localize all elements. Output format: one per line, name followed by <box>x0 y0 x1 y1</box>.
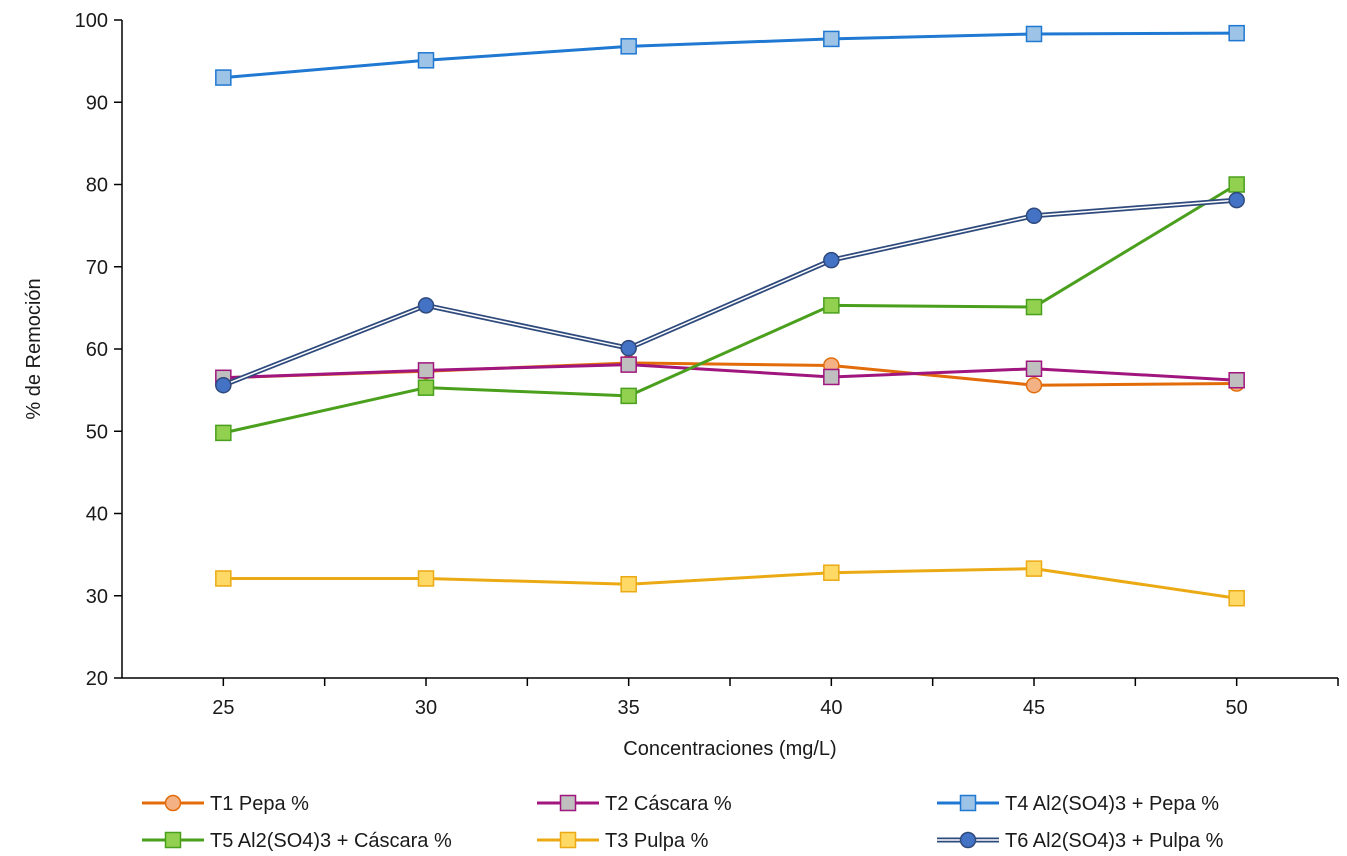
legend-swatch-marker <box>559 794 577 812</box>
data-point <box>1025 25 1043 43</box>
x-tick-label: 30 <box>415 697 437 719</box>
data-point <box>215 570 232 587</box>
y-tick-label: 20 <box>86 668 108 690</box>
data-point <box>620 356 637 373</box>
data-point <box>823 297 840 314</box>
data-point <box>1025 360 1043 377</box>
y-tick-label: 100 <box>75 10 108 32</box>
data-point <box>1228 176 1245 193</box>
y-tick-label: 90 <box>86 92 108 114</box>
data-point <box>1025 376 1043 394</box>
data-point <box>823 368 840 386</box>
series-2 <box>215 356 1245 389</box>
data-point <box>417 379 435 396</box>
data-point <box>417 297 435 314</box>
data-point <box>215 69 232 86</box>
data-point <box>1228 24 1245 42</box>
series-line <box>223 183 1238 435</box>
x-axis-ticks: 25 30 35 40 45 50 <box>212 678 1339 719</box>
series-line-inner <box>223 199 1237 386</box>
data-point <box>215 376 232 394</box>
series-line <box>223 31 1237 80</box>
y-tick-label: 40 <box>86 504 108 526</box>
series-5 <box>215 560 1245 607</box>
x-tick-label: 40 <box>820 697 842 719</box>
series-4 <box>215 176 1245 442</box>
y-axis-title: % de Remoción <box>23 278 45 419</box>
legend: T1 Pepa % T2 Cáscara % T4 Al2(SO4)3 + Pepa… <box>142 793 1224 852</box>
series-line <box>223 361 1237 387</box>
legend-item: T3 Pulpa % <box>537 830 709 852</box>
data-point <box>417 52 435 69</box>
data-point <box>823 251 840 269</box>
x-tick-label: 50 <box>1226 697 1248 719</box>
legend-label: T3 Pulpa % <box>605 830 709 852</box>
data-point <box>417 362 435 379</box>
series-line <box>222 197 1237 388</box>
y-tick-label: 80 <box>86 175 108 197</box>
legend-label: T5 Al2(SO4)3 + Cáscara % <box>210 830 452 852</box>
y-tick-label: 60 <box>86 339 108 361</box>
legend-item: T5 Al2(SO4)3 + Cáscara % <box>142 830 452 852</box>
data-point <box>1228 372 1245 389</box>
legend-item: T2 Cáscara % <box>537 793 732 815</box>
legend-swatch-marker <box>959 794 977 812</box>
legend-label: T6 Al2(SO4)3 + Pulpa % <box>1005 830 1224 852</box>
series-line <box>223 567 1237 600</box>
y-tick-label: 70 <box>86 257 108 279</box>
legend-swatch-marker <box>559 831 577 849</box>
legend-label: T1 Pepa % <box>210 793 309 815</box>
data-point <box>1025 207 1043 225</box>
legend-swatch-marker <box>959 831 977 849</box>
data-point <box>620 38 637 55</box>
legend-item: T6 Al2(SO4)3 + Pulpa % <box>937 830 1224 852</box>
data-point <box>1228 191 1245 209</box>
data-point <box>215 424 232 442</box>
series-1 <box>215 354 1245 394</box>
series-group <box>215 24 1245 607</box>
series-6 <box>215 191 1245 394</box>
data-point <box>823 564 840 581</box>
legend-swatch-marker <box>164 794 182 812</box>
legend-swatch-marker <box>164 831 182 849</box>
x-tick-label: 25 <box>212 697 234 719</box>
y-axis-ticks: 20 30 40 50 60 70 80 90 100 <box>75 10 122 690</box>
x-tick-label: 45 <box>1023 697 1045 719</box>
legend-item: T4 Al2(SO4)3 + Pepa % <box>937 793 1219 815</box>
data-point <box>620 387 637 405</box>
x-axis-title: Concentraciones (mg/L) <box>623 738 836 760</box>
data-point <box>1228 589 1245 607</box>
x-tick-label: 35 <box>618 697 640 719</box>
data-point <box>620 575 637 593</box>
data-point <box>1025 560 1043 577</box>
y-tick-label: 30 <box>86 586 108 608</box>
legend-item: T1 Pepa % <box>142 793 309 815</box>
data-point <box>1025 298 1043 316</box>
legend-label: T2 Cáscara % <box>605 793 732 815</box>
data-point <box>620 339 637 357</box>
legend-label: T4 Al2(SO4)3 + Pepa % <box>1005 793 1219 815</box>
series-3 <box>215 24 1245 86</box>
y-tick-label: 50 <box>86 421 108 443</box>
data-point <box>823 30 840 48</box>
series-line <box>223 363 1237 382</box>
data-point <box>417 570 435 587</box>
